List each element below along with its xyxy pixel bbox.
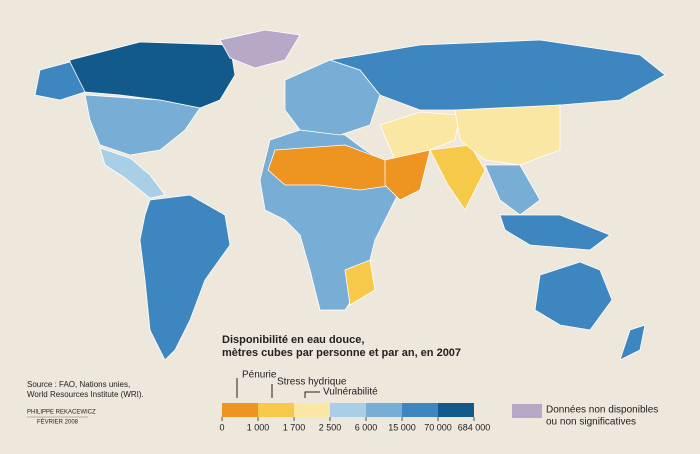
usa <box>84 94 201 156</box>
scale-swatch <box>438 403 474 417</box>
legend-title-line: mètres cubes par personne et par an, en … <box>222 347 461 359</box>
world-map <box>34 29 666 361</box>
scale-label: 70 000 <box>424 422 452 432</box>
southeast-asia <box>484 164 541 216</box>
greenland <box>219 29 301 69</box>
arrow <box>304 391 320 398</box>
source: World Resources Institute (WRI). <box>27 390 144 399</box>
scale-swatch <box>294 403 330 417</box>
india <box>429 144 486 211</box>
no-data-label: ou non significatives <box>546 417 636 428</box>
scale-swatch <box>222 403 258 417</box>
south-america <box>139 194 231 361</box>
credit: PHILIPPE REKACEWICZ <box>27 410 96 416</box>
scale-swatch <box>258 403 294 417</box>
scale-label: 2 500 <box>319 422 342 432</box>
annotation: Stress hydrique <box>277 377 347 388</box>
southern-africa <box>344 259 376 306</box>
annotation: Vulnérabilité <box>323 387 378 398</box>
scale-label: 1 700 <box>283 422 306 432</box>
central-america <box>99 147 166 199</box>
annotations <box>236 378 320 398</box>
australia <box>534 261 613 331</box>
no-data-label: Données non disponibles <box>546 405 658 416</box>
no-data-swatch <box>512 404 542 418</box>
scale-swatch <box>330 403 366 417</box>
scale-label: 1 000 <box>247 422 270 432</box>
middle-east <box>384 149 431 201</box>
annotation: Pénurie <box>242 370 277 381</box>
indonesia <box>499 214 611 251</box>
scale-swatch <box>366 403 402 417</box>
color-scale: 0 1 000 1 700 2 500 6 000 15 000 70 000 684 000 <box>219 403 490 432</box>
legend-title: Disponibilité en eau douce, mètres cubes… <box>222 334 461 359</box>
alaska <box>34 61 86 101</box>
new-zealand <box>619 324 646 361</box>
legend-title-line: Disponibilité en eau douce, <box>222 334 364 346</box>
scale-label: 15 000 <box>388 422 416 432</box>
scale-swatch <box>402 403 438 417</box>
scale-label: 6 000 <box>355 422 378 432</box>
source: Source : FAO, Nations unies, <box>27 380 130 389</box>
north-africa <box>267 144 396 191</box>
scale-label: 0 <box>219 422 224 432</box>
russia <box>329 39 666 111</box>
scale-label: 684 000 <box>458 422 491 432</box>
credit: FÉVRIER 2008 <box>37 419 79 426</box>
